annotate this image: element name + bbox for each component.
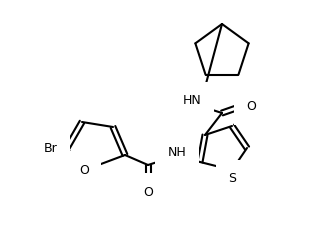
Text: Br: Br <box>44 142 58 154</box>
Text: NH: NH <box>168 146 186 159</box>
Text: O: O <box>246 99 256 113</box>
Text: HN: HN <box>183 94 201 107</box>
Text: O: O <box>79 164 89 176</box>
Text: S: S <box>228 173 236 186</box>
Text: O: O <box>143 186 153 198</box>
